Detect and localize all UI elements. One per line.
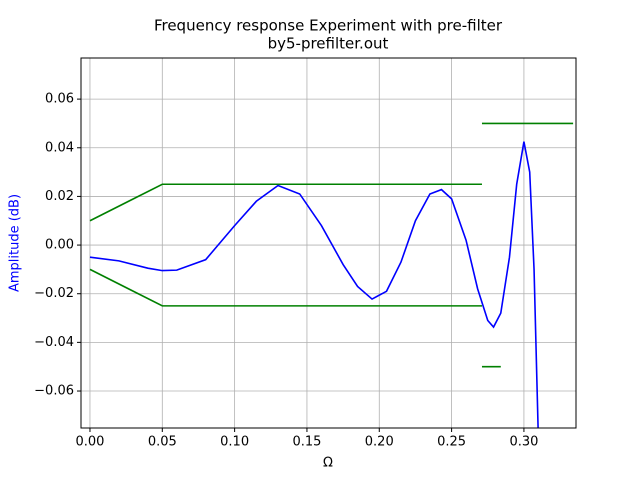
x-tick-label: 0.10 [220,435,249,450]
y-axis-label: Amplitude (dB) [8,194,23,292]
y-tick-label: 0.04 [45,140,74,155]
y-tick-label: −0.02 [34,286,74,301]
x-tick-label: 0.30 [509,435,538,450]
y-tick-label: 0.02 [45,189,74,204]
x-tick-label: 0.05 [148,435,177,450]
x-tick-label: 0.20 [365,435,394,450]
x-axis-label: Ω [323,456,333,471]
chart-subtitle: by5-prefilter.out [268,35,389,53]
axes-frame [80,57,577,429]
series-line [89,141,539,428]
x-tick-label: 0.25 [437,435,466,450]
y-tick-label: 0.06 [45,92,74,107]
chart-title: Frequency response Experiment with pre-f… [154,17,503,35]
y-tick-label: −0.06 [34,384,74,399]
series-line [89,122,574,368]
y-tick-label: −0.04 [34,335,74,350]
x-tick-label: 0.00 [75,435,104,450]
x-tick-label: 0.15 [292,435,321,450]
grid [81,58,576,428]
y-tick-label: 0.00 [45,238,74,253]
plot-area [89,122,574,428]
